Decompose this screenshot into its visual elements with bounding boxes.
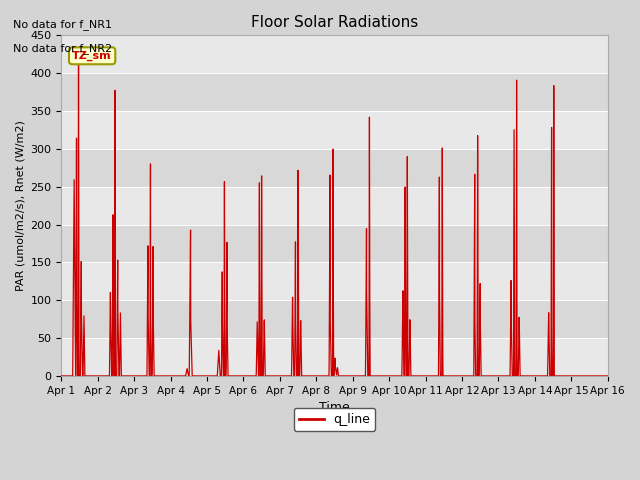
Text: No data for f_NR1: No data for f_NR1 xyxy=(13,19,112,30)
Bar xyxy=(61,300,608,338)
Bar xyxy=(61,263,608,300)
Legend: q_line: q_line xyxy=(294,408,376,431)
Bar xyxy=(61,225,608,263)
Bar xyxy=(61,73,608,111)
Title: Floor Solar Radiations: Floor Solar Radiations xyxy=(251,15,418,30)
Bar xyxy=(61,187,608,225)
Bar xyxy=(61,149,608,187)
Text: No data for f_NR2: No data for f_NR2 xyxy=(13,43,112,54)
Bar xyxy=(61,338,608,376)
Text: TZ_sm: TZ_sm xyxy=(72,51,112,61)
Bar xyxy=(61,111,608,149)
Bar xyxy=(61,36,608,73)
Y-axis label: PAR (umol/m2/s), Rnet (W/m2): PAR (umol/m2/s), Rnet (W/m2) xyxy=(15,120,25,291)
X-axis label: Time: Time xyxy=(319,401,350,414)
